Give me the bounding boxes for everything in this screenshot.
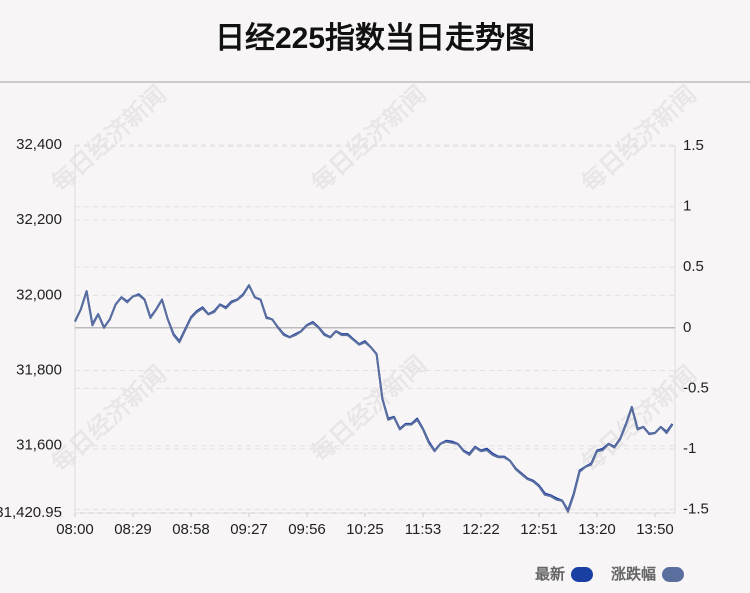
x-tick-label: 09:56 (288, 521, 326, 538)
y2-tick-label: 0 (683, 319, 691, 336)
x-tick-label: 13:50 (636, 521, 674, 538)
x-tick-label: 13:20 (578, 521, 616, 538)
line-series (74, 284, 674, 513)
y2-tick-label: 0.5 (683, 258, 704, 275)
y2-tick-label: 1 (683, 198, 691, 215)
y-tick-label: 31,420.95 (0, 504, 62, 521)
y2-tick-label: -1 (683, 440, 696, 457)
x-tick-label: 08:29 (114, 521, 152, 538)
y2-tick-label: 1.5 (683, 137, 704, 154)
x-tick-label: 08:58 (172, 521, 210, 538)
x-tick-label: 11:53 (405, 521, 441, 538)
legend-label: 涨跌幅 (611, 565, 656, 583)
y-tick-label: 31,600 (16, 437, 62, 454)
x-tick-label: 12:51 (520, 521, 558, 538)
y-tick-label: 32,000 (16, 286, 62, 303)
x-tick-label: 12:22 (462, 521, 500, 538)
y-tick-label: 32,200 (16, 211, 62, 228)
x-tick-label: 09:27 (230, 521, 268, 538)
x-tick-label: 08:00 (56, 521, 94, 538)
chart-title: 日经225指数当日走势图 (215, 21, 535, 55)
y-tick-label: 31,800 (16, 361, 62, 378)
legend-swatch (662, 567, 684, 582)
y2-tick-label: -1.5 (683, 500, 709, 517)
legend-label: 最新 (535, 565, 565, 583)
y-tick-label: 32,400 (16, 136, 62, 153)
legend-swatch (570, 567, 593, 582)
x-tick-label: 10:25 (346, 521, 384, 538)
y2-tick-label: -0.5 (683, 379, 709, 396)
